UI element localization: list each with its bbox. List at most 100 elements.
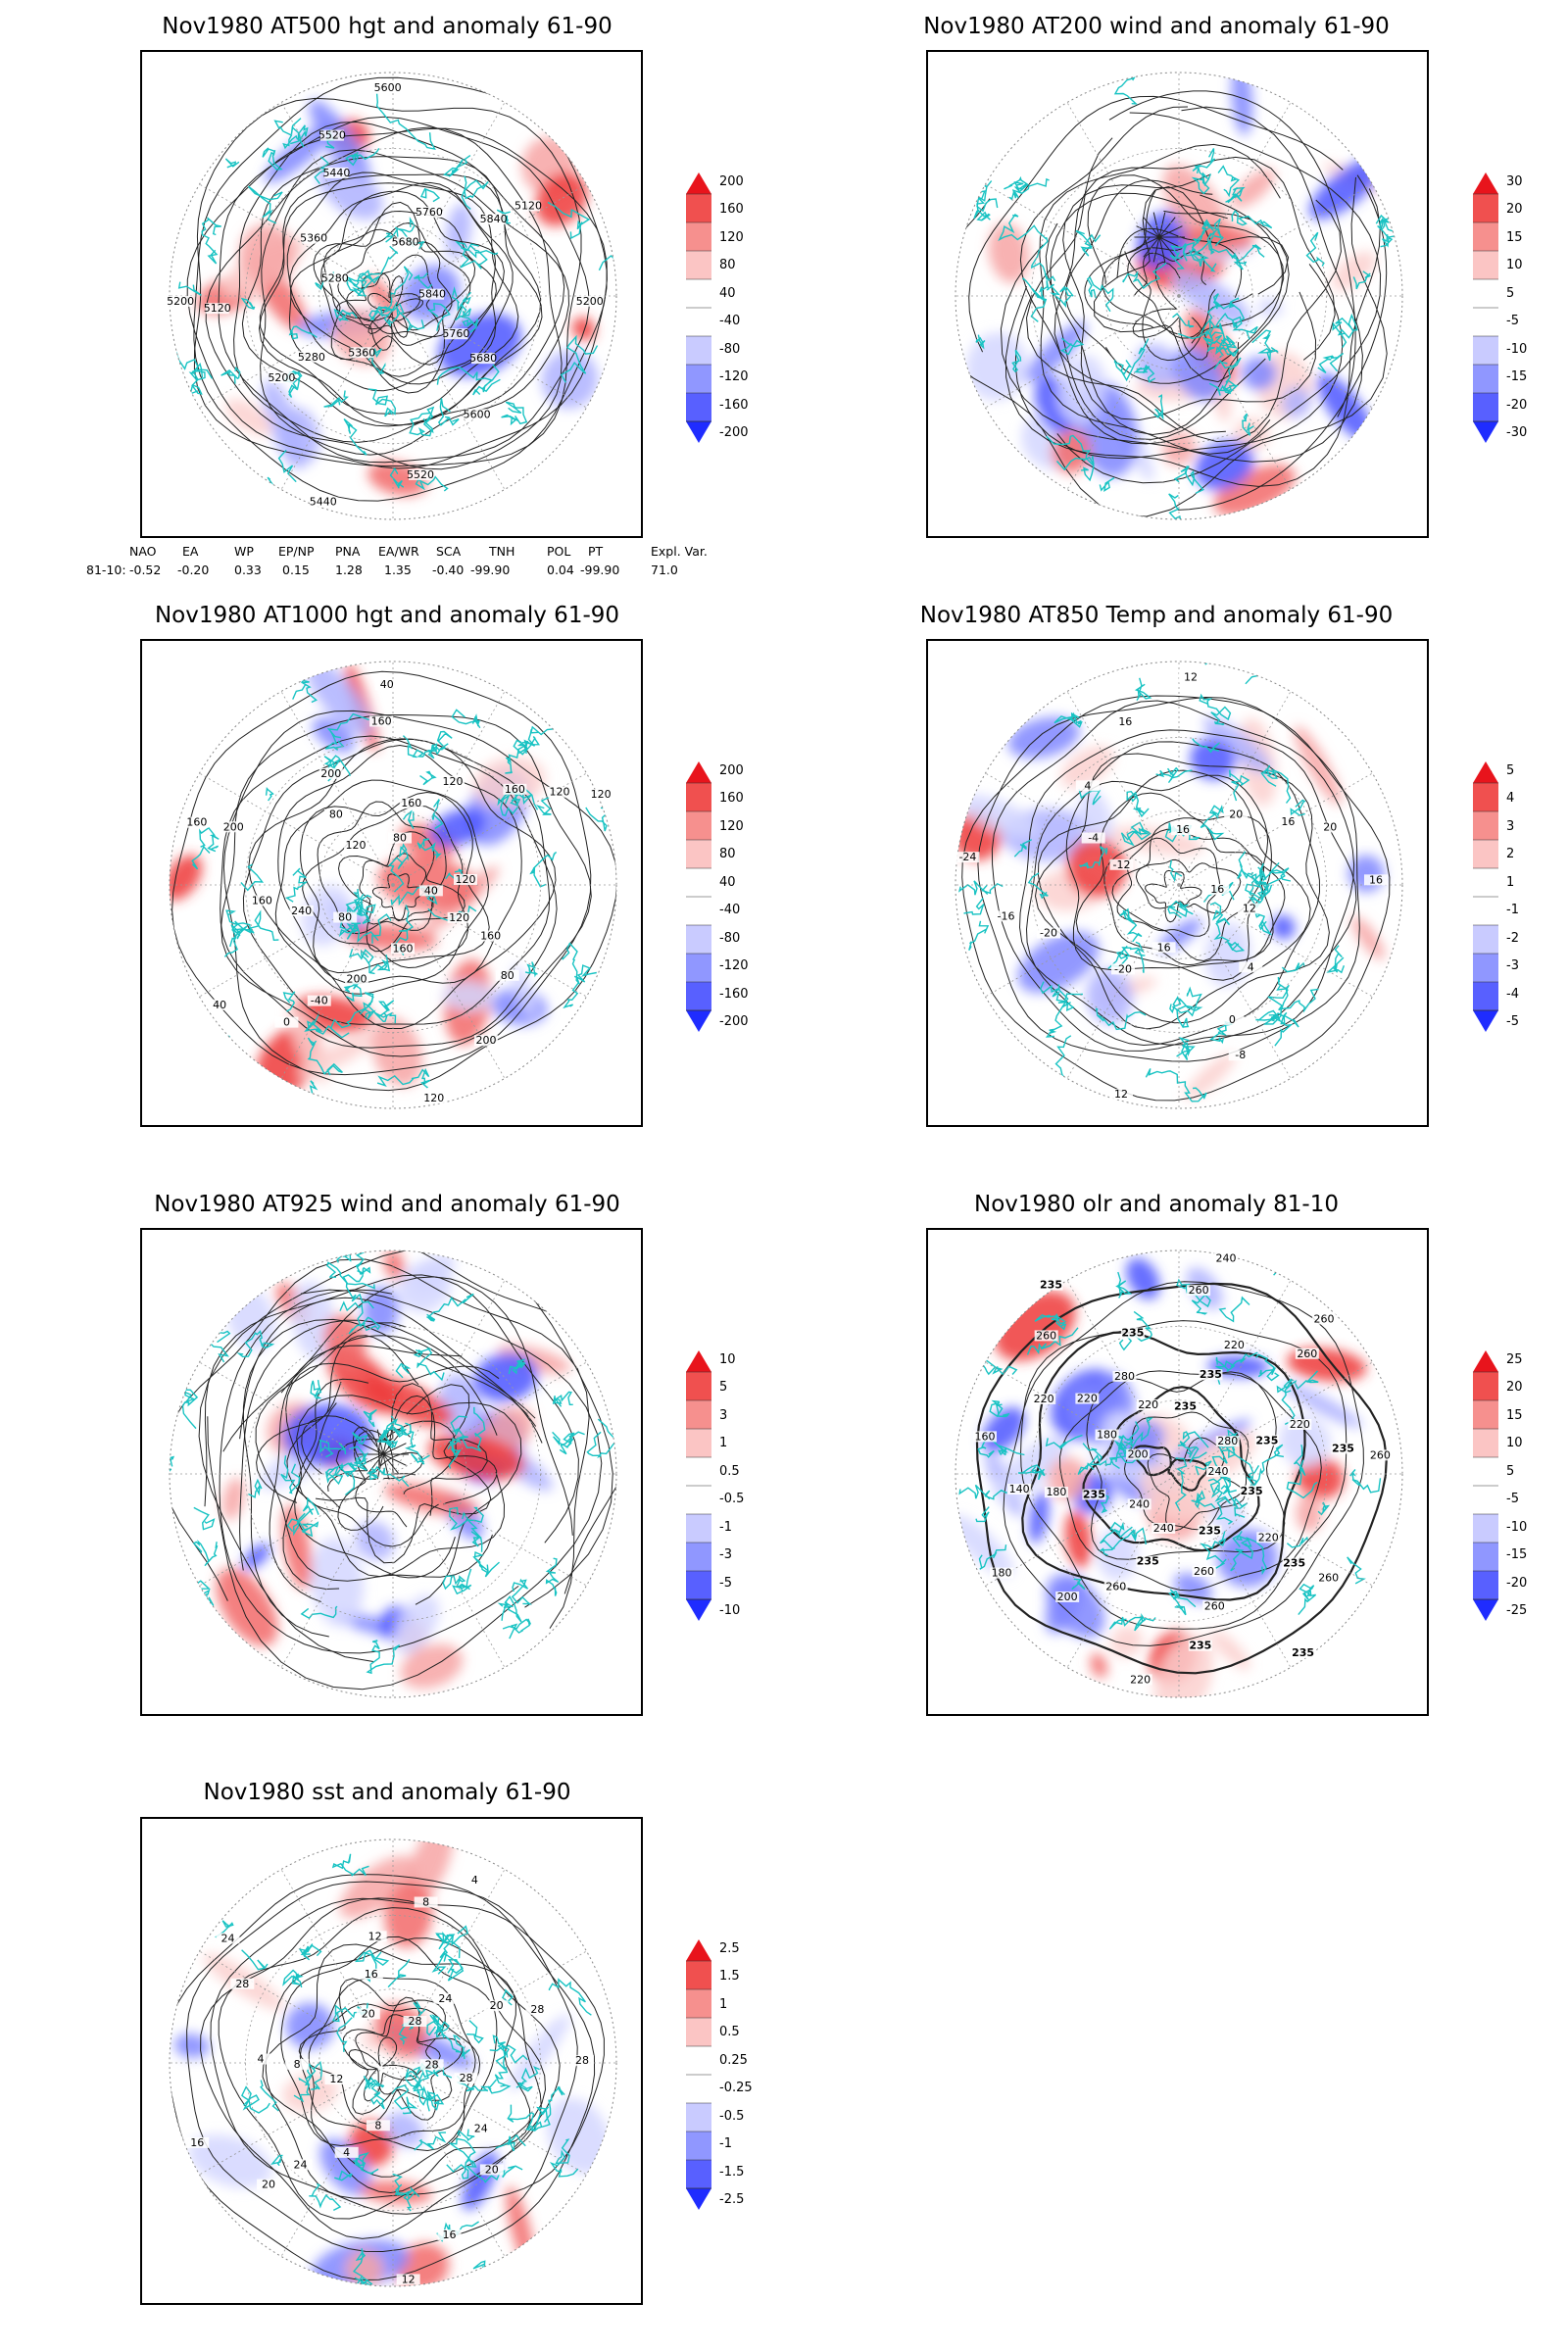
meridian-line bbox=[1178, 295, 1292, 490]
contour-label: 120 bbox=[423, 1092, 444, 1104]
contour-label-bg bbox=[1188, 1640, 1212, 1651]
colorbar-label: -200 bbox=[719, 425, 749, 440]
teleconn-header: Expl. Var. bbox=[651, 544, 708, 559]
contour-label: 200 bbox=[347, 972, 368, 985]
contour-label-bg bbox=[289, 905, 314, 916]
anomaly-blob bbox=[1109, 1626, 1144, 1658]
coastline bbox=[352, 889, 376, 915]
contour-label: 220 bbox=[1138, 1398, 1158, 1411]
contour-label: 5280 bbox=[298, 351, 325, 364]
contour-labels: 240 235 220 235 260 235 235 260 260 235 220 240 235 2… bbox=[973, 1251, 1393, 1686]
coastline bbox=[1202, 325, 1236, 351]
contour-label: 16 bbox=[365, 1968, 378, 1981]
map-boundary bbox=[955, 661, 1403, 1109]
map-boundary bbox=[169, 1250, 617, 1698]
contour-label-bg bbox=[994, 910, 1018, 922]
colorbar-label: 200 bbox=[719, 763, 744, 778]
swirl-line bbox=[1158, 225, 1183, 238]
contour-label-bg bbox=[1222, 1339, 1247, 1350]
coastline bbox=[265, 787, 274, 802]
contour-label-bg bbox=[437, 2230, 462, 2241]
coastline bbox=[1011, 349, 1022, 373]
teleconn-header: PNA bbox=[335, 544, 361, 559]
map-850temp: 16 12 4 0 -8 12 16 -20 -20 -16 -24 -12 -4 4 16 12 16 20 16… bbox=[926, 639, 1429, 1127]
coastline bbox=[1046, 434, 1095, 482]
coastline bbox=[447, 1435, 468, 1469]
contour-label-bg bbox=[403, 2016, 427, 2028]
coastline bbox=[195, 1580, 215, 1606]
contour-label-bg bbox=[345, 973, 369, 985]
map-200wind bbox=[926, 50, 1429, 538]
meridian-line bbox=[392, 102, 506, 297]
contour-label: 200 bbox=[1128, 1448, 1149, 1461]
contour-label: 20 bbox=[1229, 808, 1243, 820]
colorbar-label: 40 bbox=[719, 285, 736, 301]
contour-labels: 16 12 4 0 -8 12 16 -20 -20 -16 -24 -12 -4 4 16 12 16 20 16… bbox=[956, 670, 1388, 1101]
coastline bbox=[1218, 1296, 1250, 1323]
colorbar-label: -80 bbox=[719, 341, 741, 357]
anomaly-blob bbox=[1057, 355, 1106, 424]
contour-label: 80 bbox=[329, 808, 343, 820]
contour-line bbox=[317, 801, 447, 935]
anomaly-blob bbox=[170, 855, 203, 901]
swirl-line bbox=[1158, 236, 1166, 263]
contour-label-bg bbox=[418, 885, 443, 897]
contour-line bbox=[961, 695, 1391, 1102]
contour-label: 12 bbox=[1243, 903, 1256, 915]
coastline bbox=[1155, 766, 1193, 784]
coastline bbox=[376, 1067, 431, 1089]
coastline bbox=[957, 880, 1004, 896]
coastline bbox=[431, 1932, 456, 1975]
coastline bbox=[991, 1439, 1025, 1456]
contour-label: 260 bbox=[1204, 1599, 1225, 1612]
contour-label-bg bbox=[1205, 1465, 1230, 1477]
contour-label-bg bbox=[1126, 1448, 1151, 1460]
contour-label-bg bbox=[444, 328, 468, 340]
coastline bbox=[1326, 945, 1346, 974]
contour-label-bg bbox=[270, 371, 294, 383]
coastline bbox=[1225, 1485, 1249, 1518]
meridian-line bbox=[1178, 884, 1373, 998]
contour-label: 8 bbox=[374, 2119, 381, 2132]
coastline bbox=[240, 297, 256, 310]
contour-label-bg bbox=[419, 288, 444, 300]
contour-label-bg bbox=[1173, 1400, 1198, 1412]
anomaly-blob bbox=[1126, 1257, 1160, 1299]
coastline bbox=[402, 809, 415, 829]
contour-label: 24 bbox=[438, 1992, 452, 2005]
contour-label: 5760 bbox=[416, 206, 443, 219]
coastline bbox=[1305, 231, 1325, 267]
colorbar-label: -3 bbox=[719, 1547, 732, 1563]
coastline bbox=[535, 796, 552, 815]
colorbar-label: -40 bbox=[719, 314, 741, 329]
coastline bbox=[1126, 790, 1150, 818]
contour-label-bg bbox=[363, 1931, 387, 1942]
contour-label: -40 bbox=[311, 995, 328, 1007]
colorbar-cap-bottom bbox=[686, 1010, 711, 1032]
colorbar-1000hgt: 200 160 120 80 40 -40 -80 -120 -160 -200 bbox=[686, 761, 764, 1032]
map-boundary bbox=[955, 1250, 1403, 1698]
colorbar-segment bbox=[686, 251, 711, 280]
coastline bbox=[387, 1959, 411, 1988]
coastline bbox=[1075, 229, 1102, 257]
coastline bbox=[414, 272, 433, 290]
contour-line bbox=[298, 1978, 453, 2125]
coastline bbox=[426, 1293, 474, 1322]
colorbar-segment bbox=[686, 2018, 711, 2047]
coastline bbox=[201, 217, 221, 265]
streamline bbox=[286, 1381, 506, 1578]
coastline bbox=[1071, 1578, 1086, 1591]
coastline bbox=[1040, 981, 1083, 1012]
anomaly-blob bbox=[1007, 716, 1080, 759]
contour-label-bg bbox=[1254, 1435, 1279, 1446]
contour-label-bg bbox=[1202, 1600, 1227, 1612]
meridian-line bbox=[1066, 295, 1180, 490]
coastline bbox=[289, 118, 309, 148]
coastlines bbox=[958, 1250, 1382, 1632]
contour-label-bg bbox=[1082, 1489, 1106, 1500]
contour-label-bg bbox=[1312, 1313, 1337, 1325]
contour-label: 16 bbox=[1176, 823, 1190, 836]
swirl-line bbox=[367, 1434, 384, 1455]
anomaly-blob bbox=[216, 1568, 278, 1646]
colorbar-segment bbox=[686, 954, 711, 983]
